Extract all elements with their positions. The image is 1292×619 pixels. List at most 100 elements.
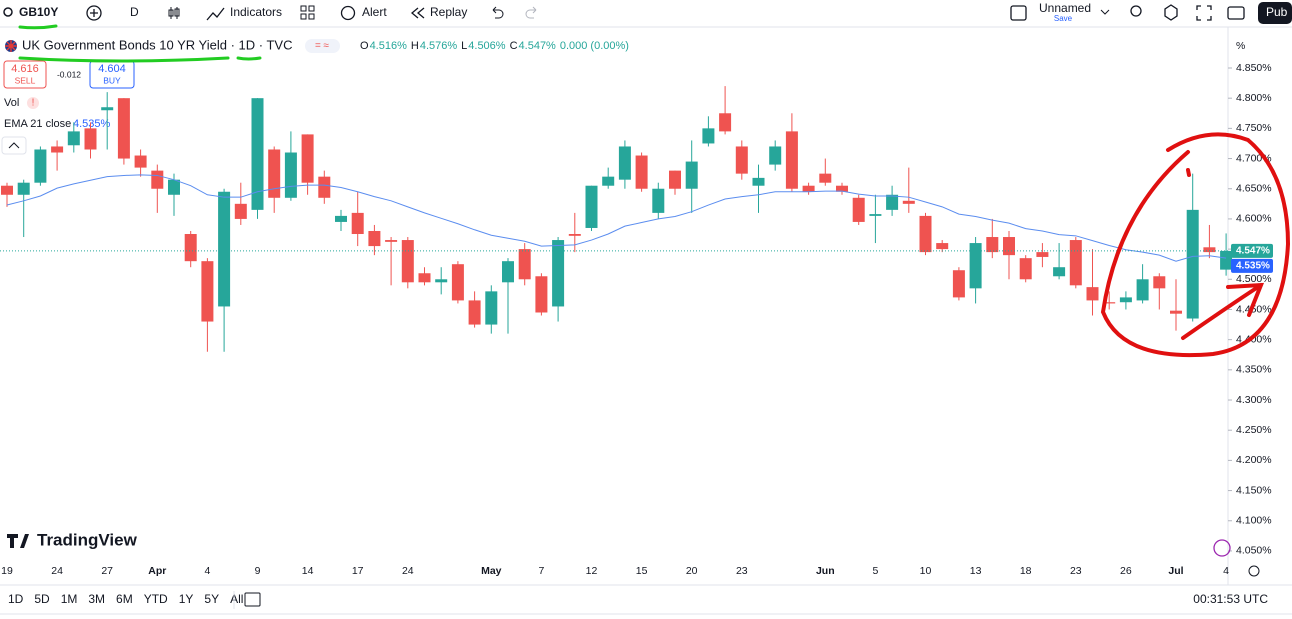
range-buttons: 1D 5D 1M 3M 6M YTD 1Y 5Y All [8,592,243,606]
indicators[interactable]: Indicators [230,5,282,19]
x-tick-label: 24 [51,565,63,577]
status-icons: = ≈ [315,41,330,52]
green-underline [18,24,58,30]
candle-body [201,261,214,322]
x-tick-label: Jul [1168,565,1183,577]
ohlc-key: C [510,40,518,52]
ema-line [6,174,1227,262]
spread: -0.012 [57,69,81,79]
candle-body [919,215,932,253]
candle-body [702,128,715,144]
lightning-icon[interactable] [1213,539,1231,557]
replay[interactable]: Replay [430,5,467,19]
range-button[interactable]: 1Y [179,592,194,606]
candle-body [952,270,965,298]
search-icon[interactable] [3,7,13,17]
alert[interactable]: Alert [362,5,387,19]
x-tick-label: 24 [402,565,414,577]
range-button[interactable]: YTD [144,592,168,606]
settings-icon[interactable] [1164,4,1178,21]
candle-body [769,146,782,165]
candle-body [117,98,130,159]
candle-body [1003,237,1015,256]
range-button[interactable]: 5D [34,592,50,606]
sell-button[interactable] [3,60,47,89]
x-tick-label: 13 [970,565,982,577]
candle-body [518,249,531,280]
indicators-icon[interactable] [206,7,225,21]
candle-body [568,234,581,236]
snapshot-icon[interactable] [1227,6,1245,20]
candle-body [1203,247,1216,253]
symbol[interactable]: GB10Y [19,5,58,19]
range-button[interactable]: All [230,592,243,606]
y-tick-label: 4.150% [1236,484,1272,496]
alert-icon[interactable] [340,5,356,21]
replay-icon[interactable] [410,7,425,19]
save[interactable]: Save [1054,14,1073,23]
legend-title: UK Government Bonds 10 YR Yield · 1D · T… [22,37,292,52]
x-tick-label: 7 [538,565,544,577]
candle-body [936,243,949,250]
candle-body [652,188,665,213]
buy-price[interactable]: 4.604 [98,63,126,75]
quick-search-icon[interactable] [1130,5,1142,17]
chart-type-icon[interactable] [168,7,180,19]
candle-body [351,212,364,235]
axis-settings-icon[interactable] [1248,565,1260,577]
undo-icon[interactable] [492,6,504,19]
x-tick-label: 5 [872,565,878,577]
collapse-button[interactable] [1,136,27,155]
ema-label: EMA 21 close [4,118,71,130]
range-button[interactable]: 3M [88,592,105,606]
candle-body [986,237,999,253]
layouts-icon[interactable] [300,5,315,20]
layout-icon[interactable] [1010,5,1027,21]
date-range-icon[interactable] [244,592,261,607]
ema-value: 4.535% [73,118,111,130]
publish-button[interactable] [1258,2,1292,24]
status-pill[interactable] [305,39,340,53]
flag-cross [5,40,17,52]
ohlc-key: O [360,40,369,52]
range-button[interactable]: 5Y [204,592,219,606]
y-tick-label: 4.100% [1236,515,1272,527]
range-button[interactable]: 1D [8,592,24,606]
candle-body [902,200,915,204]
candle-body [535,276,548,313]
range-button[interactable]: 1M [61,592,78,606]
sell-price[interactable]: 4.616 [11,63,39,75]
layout-menu[interactable] [1100,9,1110,15]
publish[interactable]: Pub [1266,5,1288,19]
layout-name[interactable]: Unnamed [1039,1,1091,15]
candle-body [1069,240,1082,286]
x-tick-label: 14 [302,565,314,577]
y-tick-label: 4.800% [1236,92,1272,104]
candle-body [836,185,848,192]
buy-label[interactable]: BUY [103,75,121,85]
compare-icon[interactable] [86,5,102,21]
candle-body [101,107,114,111]
ohlc-legend: O 4.516% H 4.576% L 4.506% C 4.547% 0.000 (0.00%… [360,40,629,52]
range-button[interactable]: 6M [116,592,133,606]
x-tick-label: 4 [1223,565,1229,577]
y-tick-label: 4.300% [1236,394,1272,406]
interval[interactable]: D [130,5,139,19]
fullscreen-icon[interactable] [1196,5,1212,21]
vol-warning[interactable] [27,97,39,109]
candle-body [1186,209,1199,319]
candle-body [552,240,565,307]
collapse-icon [8,142,20,149]
candle-body [451,264,464,301]
x-tick-label: 15 [636,565,648,577]
price-label: 4.547% [1236,246,1270,257]
candle-body [1019,258,1032,280]
candle-body [184,234,197,262]
sell-label[interactable]: SELL [15,75,36,85]
y-tick-label: 4.500% [1236,273,1272,285]
candle-body [51,146,64,153]
candle-body [752,177,765,186]
candle-body [602,176,615,186]
redo-icon[interactable] [525,6,537,19]
